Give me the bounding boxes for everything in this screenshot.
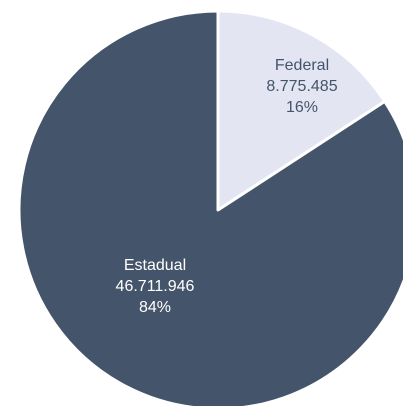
pie-labels: Federal 8.775.485 16% Estadual 46.711.946 84% xyxy=(116,57,338,316)
pie-slice-federal xyxy=(216,9,387,212)
slice-label-federal: Federal 8.775.485 16% xyxy=(266,57,337,116)
slice-label-federal: Federal xyxy=(275,57,329,74)
pie-slices xyxy=(17,9,403,406)
slice-label-estadual: Estadual xyxy=(124,257,186,274)
slice-value-estadual: 46.711.946 xyxy=(116,278,195,295)
slice-label-estadual: Estadual 46.711.946 84% xyxy=(116,257,195,316)
slice-percent-estadual: 84% xyxy=(139,299,171,316)
pie-slice-estadual xyxy=(17,9,403,406)
slice-percent-federal: 16% xyxy=(286,99,318,116)
slice-value-federal: 8.775.485 xyxy=(266,78,337,95)
